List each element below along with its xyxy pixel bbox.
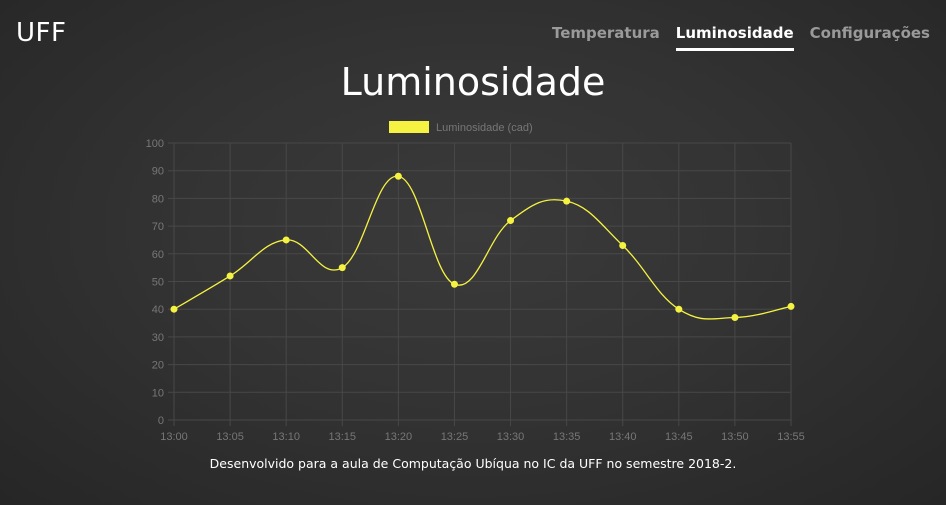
y-tick-label: 40 <box>152 304 164 316</box>
data-point <box>507 217 515 225</box>
x-tick-label: 13:10 <box>272 431 300 443</box>
nav-link-temperatura[interactable]: Temperatura <box>551 24 660 42</box>
x-tick-label: 13:00 <box>160 431 188 443</box>
x-tick-label: 13:30 <box>497 431 525 443</box>
y-tick-label: 100 <box>146 138 164 150</box>
legend-label: Luminosidade (cad) <box>436 122 533 134</box>
y-tick-label: 30 <box>152 332 164 344</box>
x-tick-label: 13:40 <box>609 431 637 443</box>
data-point <box>338 264 346 272</box>
y-tick-label: 10 <box>152 387 164 399</box>
x-tick-label: 13:05 <box>216 431 244 443</box>
nav-link-configuracoes[interactable]: Configurações <box>809 24 930 42</box>
y-tick-label: 20 <box>152 360 164 372</box>
data-point <box>787 302 795 310</box>
x-tick-label: 13:50 <box>721 431 749 443</box>
y-tick-label: 60 <box>152 249 164 261</box>
main-nav: Temperatura Luminosidade Configurações <box>552 24 930 51</box>
x-tick-label: 13:15 <box>329 431 357 443</box>
y-tick-label: 80 <box>152 193 164 205</box>
x-tick-label: 13:45 <box>665 431 693 443</box>
data-point <box>226 272 234 280</box>
x-tick-label: 13:35 <box>553 431 581 443</box>
x-tick-label: 13:25 <box>441 431 469 443</box>
brand-logo[interactable]: UFF <box>16 18 67 48</box>
data-point <box>731 314 739 322</box>
data-point <box>675 305 683 313</box>
luminosity-line-chart: 0 10 20 30 40 50 60 70 80 90 100 13:00 13:05 13:10 13:… <box>146 121 805 443</box>
page-title: Luminosidade <box>340 60 606 104</box>
x-tick-label: 13:55 <box>777 431 805 443</box>
data-point <box>619 241 627 249</box>
nav-link-luminosidade[interactable]: Luminosidade <box>675 24 794 51</box>
data-point <box>450 280 458 288</box>
x-tick-label: 13:20 <box>385 431 413 443</box>
y-tick-label: 90 <box>152 166 164 178</box>
y-tick-label: 70 <box>152 221 164 233</box>
data-point <box>282 236 290 244</box>
data-point <box>394 172 402 180</box>
data-point <box>563 197 571 205</box>
y-tick-label: 0 <box>158 415 164 427</box>
data-point <box>170 305 178 313</box>
footer-text: Desenvolvido para a aula de Computação U… <box>209 456 737 471</box>
legend-swatch <box>389 121 429 133</box>
y-tick-label: 50 <box>152 277 164 289</box>
series-line <box>173 175 792 320</box>
